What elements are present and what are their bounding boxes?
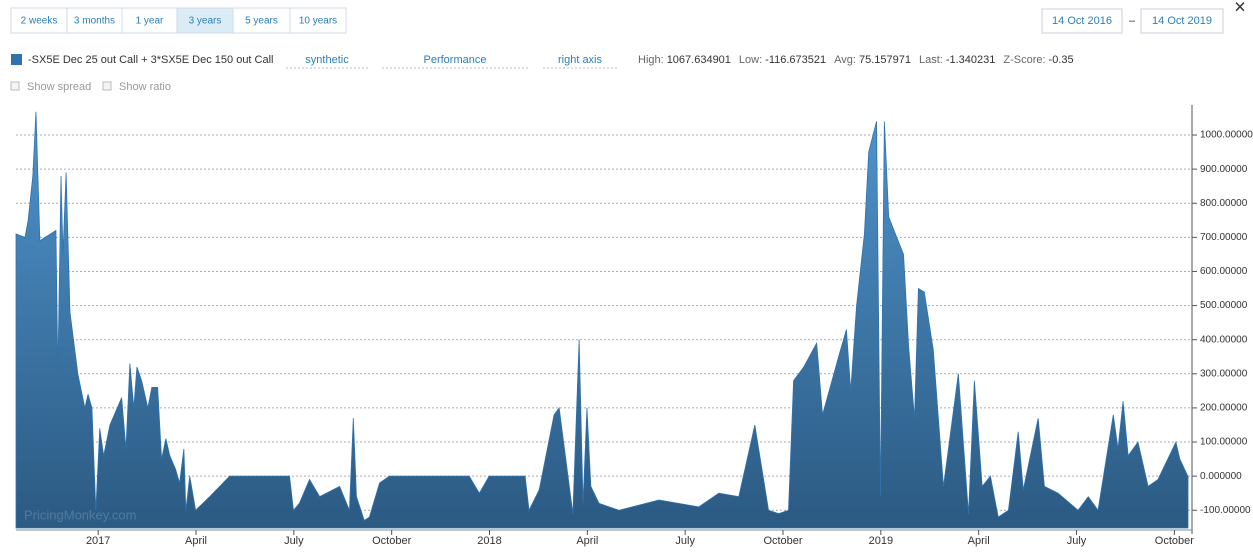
x-tick-label: July [284,535,304,547]
option-link[interactable]: Performance [424,54,487,66]
stat-label: Last: [919,54,943,66]
date-to: 14 Oct 2019 [1152,15,1212,27]
x-tick-label: April [968,535,990,547]
y-tick-label: 0.000000 [1200,471,1242,482]
y-tick-label: 300.00000 [1200,368,1248,379]
watermark: PricingMonkey.com [24,507,136,522]
legend-swatch [11,54,22,65]
x-tick-label: 2019 [869,535,893,547]
range-button[interactable] [121,7,178,34]
stat-value: -0.35 [1049,54,1074,66]
x-tick-label: October [763,535,802,547]
x-tick-label: April [185,535,207,547]
range-button-label[interactable]: 3 years [189,16,222,27]
y-tick-label: 900.00000 [1200,164,1248,175]
range-button-label[interactable]: 10 years [299,16,337,27]
y-tick-label: 100.00000 [1200,437,1248,448]
x-tick-label: 2017 [86,535,110,547]
date-from-input[interactable] [1041,8,1123,34]
stat-value: 75.157971 [859,54,911,66]
y-tick-label: 200.00000 [1200,403,1248,414]
range-button[interactable] [66,7,123,34]
range-button-label[interactable]: 1 year [136,16,164,27]
range-button-label[interactable]: 3 months [74,16,115,27]
checkbox[interactable] [10,81,20,91]
option-link[interactable]: right axis [558,54,603,66]
range-button[interactable] [289,7,347,34]
legend-label: -SX5E Dec 25 out Call + 3*SX5E Dec 150 o… [28,54,274,66]
stat-label: Z-Score: [1003,54,1045,66]
x-tick-label: 2018 [477,535,501,547]
range-button[interactable] [10,7,68,34]
y-tick-label: 700.00000 [1200,232,1248,243]
y-tick-label: 800.00000 [1200,198,1248,209]
date-to-input[interactable] [1140,8,1224,34]
date-separator: – [1129,15,1136,27]
stat-label: Avg: [834,54,856,66]
x-tick-label: July [1067,535,1087,547]
stat-label: Low: [739,54,762,66]
checkbox-label[interactable]: Show spread [27,81,91,93]
y-tick-label: -100.00000 [1200,505,1251,516]
y-tick-label: 1000.00000 [1200,130,1253,141]
stat-value: -1.340231 [946,54,996,66]
option-link[interactable]: synthetic [305,54,349,66]
stat-value: 1067.634901 [667,54,731,66]
stat-value: -116.673521 [765,54,826,66]
x-tick-label: October [1155,535,1194,547]
x-tick-label: October [372,535,411,547]
date-from: 14 Oct 2016 [1052,15,1112,27]
range-button-label[interactable]: 5 years [245,16,278,27]
range-button-label[interactable]: 2 weeks [21,16,58,27]
area-series [15,111,1189,529]
y-tick-label: 500.00000 [1200,300,1248,311]
y-tick-label: 400.00000 [1200,334,1248,345]
y-tick-label: 600.00000 [1200,266,1248,277]
stat-label: High: [638,54,664,66]
checkbox[interactable] [102,81,112,91]
checkbox-label[interactable]: Show ratio [119,81,171,93]
close-button[interactable]: × [1234,0,1246,18]
x-tick-label: July [675,535,695,547]
x-tick-label: April [576,535,598,547]
range-button[interactable] [232,7,291,34]
